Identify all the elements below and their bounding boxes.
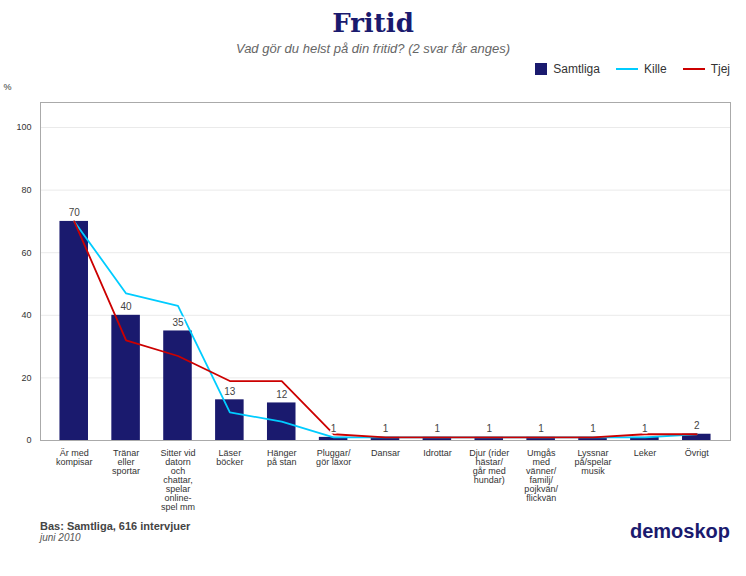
svg-text:70: 70 (69, 207, 81, 218)
svg-text:0: 0 (26, 435, 31, 445)
svg-text:Sitter viddatornochchattar,spe: Sitter viddatornochchattar,spelaronline-… (160, 448, 195, 512)
svg-text:Djur (riderhästar/går medhunda: Djur (riderhästar/går medhundar) (469, 448, 509, 485)
svg-text:80: 80 (21, 185, 31, 195)
svg-text:Övrigt: Övrigt (685, 448, 710, 458)
svg-text:%: % (4, 82, 12, 92)
svg-text:Idrottar: Idrottar (423, 448, 452, 458)
svg-text:35: 35 (172, 317, 184, 328)
svg-text:Tränarellersportar: Tränarellersportar (112, 448, 140, 476)
html-text:juni 2010: juni 2010 (40, 532, 81, 543)
svg-text:Lyssnarpå/spelarmusik: Lyssnarpå/spelarmusik (575, 448, 612, 476)
html-text:Fritid: Fritid (332, 8, 414, 38)
svg-text:1: 1 (486, 423, 492, 434)
html-text:Vad gör du helst på din fritid: Vad gör du helst på din fritid? (2 svar … (235, 41, 511, 56)
svg-text:13: 13 (224, 386, 236, 397)
svg-text:40: 40 (121, 301, 133, 312)
svg-text:Dansar: Dansar (371, 448, 400, 458)
html-text:demoskop: demoskop (630, 520, 730, 542)
svg-text:40: 40 (21, 310, 31, 320)
svg-text:Läserböcker: Läserböcker (216, 448, 243, 467)
svg-text:Umgåsmedvänner/familj/pojkvän/: Umgåsmedvänner/familj/pojkvän/flickvän (524, 448, 558, 503)
svg-text:1: 1 (538, 423, 544, 434)
html-text:Samtliga: Samtliga (553, 62, 600, 76)
svg-text:1: 1 (435, 423, 441, 434)
svg-text:Hängerpå stan: Hängerpå stan (267, 448, 297, 467)
svg-text:1: 1 (642, 423, 648, 434)
svg-text:2: 2 (694, 420, 700, 431)
html-text:Bas: Samtliga, 616 intervjuer: Bas: Samtliga, 616 intervjuer (40, 520, 191, 532)
svg-text:60: 60 (21, 248, 31, 258)
svg-text:12: 12 (276, 389, 288, 400)
svg-text:Är medkompisar: Är medkompisar (56, 448, 93, 467)
svg-text:1: 1 (590, 423, 596, 434)
svg-text:1: 1 (383, 423, 389, 434)
svg-text:20: 20 (21, 373, 31, 383)
svg-text:Leker: Leker (634, 448, 657, 458)
svg-text:Pluggar/gör läxor: Pluggar/gör läxor (316, 448, 351, 467)
svg-text:100: 100 (16, 122, 31, 132)
html-text:Kille: Kille (644, 62, 667, 76)
svg-text:1: 1 (331, 423, 337, 434)
html-text:Tjej: Tjej (710, 62, 730, 76)
